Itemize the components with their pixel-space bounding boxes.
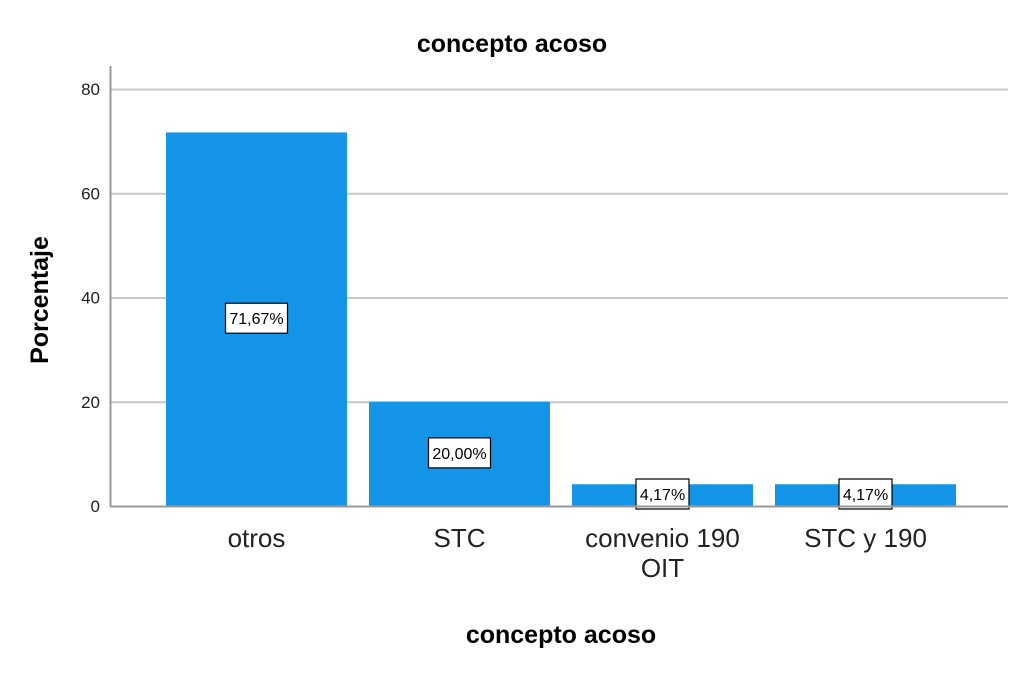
y-tick-label: 80 [81, 80, 100, 99]
x-axis-label: concepto acoso [466, 621, 656, 649]
y-tick-label: 40 [81, 289, 100, 308]
data-label-text: 4,17% [640, 487, 685, 504]
x-tick-label: convenio 190 [585, 523, 740, 553]
y-axis-label: Porcentaje [26, 236, 54, 364]
data-label-text: 20,00% [432, 446, 486, 463]
y-tick-label: 20 [81, 393, 100, 412]
data-label-box [635, 478, 690, 510]
data-label-box [838, 478, 893, 510]
data-label-box [224, 302, 289, 334]
x-tick-label: STC y 190 [804, 523, 927, 553]
x-tick-label: OIT [641, 553, 684, 583]
data-label-text: 71,67% [229, 311, 283, 328]
data-label: 4,17% [838, 478, 893, 510]
chart-title: concepto acoso [417, 30, 607, 58]
y-tick-label: 0 [91, 497, 100, 516]
x-tick-label: STC [434, 523, 486, 553]
x-tick-label: otros [228, 523, 286, 553]
data-label: 71,67% [224, 302, 289, 334]
data-label: 20,00% [427, 437, 492, 469]
data-label-text: 4,17% [843, 487, 888, 504]
y-tick-label: 60 [81, 184, 100, 203]
data-label: 4,17% [635, 478, 690, 510]
data-label-box [427, 437, 492, 469]
